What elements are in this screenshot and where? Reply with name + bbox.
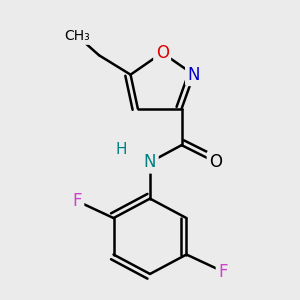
Text: CH₃: CH₃ bbox=[64, 29, 90, 43]
Text: H: H bbox=[115, 142, 127, 158]
Text: O: O bbox=[156, 44, 169, 62]
Text: O: O bbox=[209, 153, 222, 171]
Text: N: N bbox=[188, 66, 200, 84]
Text: F: F bbox=[72, 192, 82, 210]
Text: N: N bbox=[144, 153, 156, 171]
Text: F: F bbox=[218, 262, 228, 280]
